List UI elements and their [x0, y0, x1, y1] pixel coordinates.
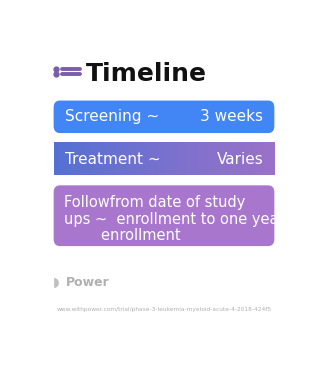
Text: ◗: ◗ — [53, 276, 60, 289]
Text: enrollment: enrollment — [64, 228, 180, 243]
Text: Screening ~: Screening ~ — [65, 109, 159, 124]
Text: 3 weeks: 3 weeks — [200, 109, 263, 124]
Text: ups ~  enrollment to one year after: ups ~ enrollment to one year after — [64, 212, 320, 226]
Text: Timeline: Timeline — [86, 62, 207, 86]
Text: Power: Power — [66, 276, 110, 289]
Text: Varies: Varies — [216, 152, 263, 167]
Text: Treatment ~: Treatment ~ — [65, 152, 160, 167]
FancyBboxPatch shape — [54, 185, 274, 246]
Text: www.withpower.com/trial/phase-3-leukemia-myeloid-acute-4-2018-424f5: www.withpower.com/trial/phase-3-leukemia… — [56, 306, 272, 312]
Text: Followfrom date of study: Followfrom date of study — [64, 195, 245, 210]
FancyBboxPatch shape — [54, 101, 274, 133]
